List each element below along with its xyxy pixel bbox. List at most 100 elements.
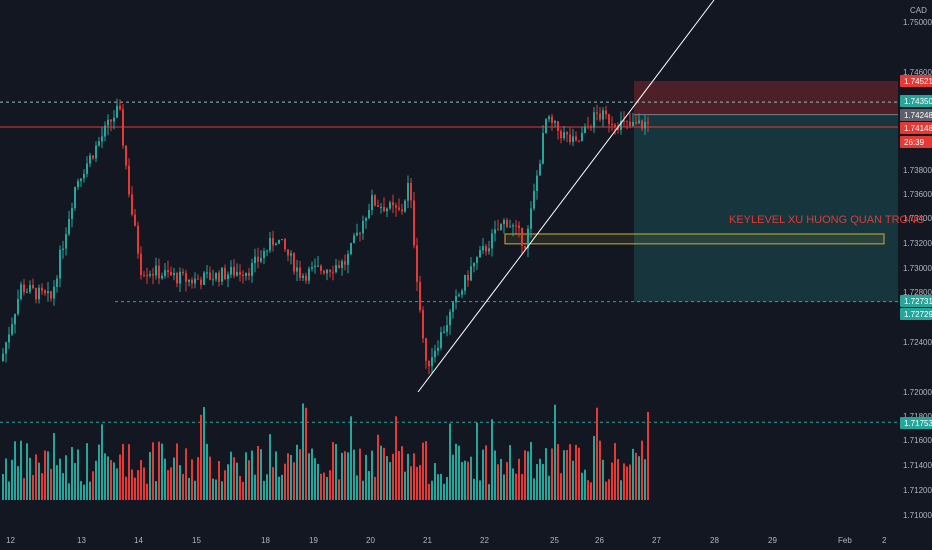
candle-body <box>323 270 325 274</box>
volume-bar <box>227 464 229 500</box>
candle-body <box>446 325 448 332</box>
candle-body <box>404 200 406 212</box>
volume-bar <box>173 457 175 500</box>
candle-body <box>227 274 229 280</box>
candle-body <box>305 275 307 281</box>
volume-bar <box>608 479 610 500</box>
volume-bar <box>362 480 364 500</box>
key-level-box <box>504 233 885 245</box>
volume-bar <box>344 451 346 500</box>
candle-body <box>395 205 397 208</box>
candle-body <box>596 112 598 114</box>
volume-bar <box>536 464 538 500</box>
candle-body <box>137 225 139 254</box>
volume-bar <box>239 475 241 500</box>
time-tick-label: 15 <box>192 536 201 545</box>
volume-bar <box>320 473 322 500</box>
volume-bar <box>83 484 85 500</box>
volume-bar <box>314 458 316 500</box>
volume-bar <box>596 407 598 500</box>
volume-bar <box>587 480 589 500</box>
candle-body <box>101 136 103 142</box>
candle-body <box>200 279 202 285</box>
candle-body <box>119 105 121 110</box>
volume-bar <box>290 455 292 500</box>
candle-body <box>239 271 241 275</box>
volume-bar <box>380 445 382 500</box>
candle-body <box>8 334 10 343</box>
volume-bar <box>404 471 406 500</box>
candle-body <box>212 279 214 281</box>
candle-body <box>590 126 592 128</box>
volume-bar <box>164 458 166 500</box>
volume-bar <box>98 444 100 500</box>
volume-bar <box>476 422 478 500</box>
candle-body <box>578 140 580 142</box>
volume-bar <box>299 449 301 500</box>
candle-body <box>2 353 4 361</box>
volume-bar <box>194 480 196 500</box>
candle-body <box>566 132 568 135</box>
volume-bar <box>482 449 484 500</box>
volume-bar <box>401 446 403 500</box>
candle-body <box>335 265 337 273</box>
volume-bar <box>353 449 355 500</box>
candle-body <box>182 271 184 274</box>
volume-bar <box>503 474 505 500</box>
candle-body <box>530 208 532 229</box>
candle-body <box>581 132 583 141</box>
volume-bar <box>149 452 151 500</box>
volume-bar <box>92 471 94 500</box>
candle-body <box>308 268 310 281</box>
volume-bar <box>242 481 244 500</box>
volume-bar <box>236 462 238 500</box>
candle-body <box>491 233 493 249</box>
candle-body <box>551 116 553 123</box>
volume-bar <box>491 419 493 500</box>
candle-body <box>548 116 550 120</box>
volume-bar <box>44 450 46 500</box>
price-badge <box>900 109 932 121</box>
candle-body <box>173 273 175 276</box>
volume-bar <box>494 450 496 500</box>
candle-body <box>599 113 601 120</box>
volume-bars <box>2 403 649 500</box>
time-tick-label: 12 <box>6 536 15 545</box>
candle-body <box>62 248 64 250</box>
volume-bar <box>593 435 595 500</box>
candle-body <box>392 202 394 206</box>
volume-bar <box>245 452 247 500</box>
candle-body <box>23 284 25 293</box>
volume-bar <box>161 443 163 500</box>
price-axis: 1.71000 1.71200 1.71400 1.71600 1.71800 1.720… <box>903 18 932 520</box>
candle-body <box>278 239 280 244</box>
volume-bar <box>125 476 127 500</box>
candle-body <box>623 120 625 122</box>
time-tick-label: 2 <box>882 536 887 545</box>
candle-body <box>341 261 343 268</box>
candle-body <box>632 121 634 126</box>
candle-body <box>92 155 94 159</box>
volume-bar <box>626 466 628 500</box>
candle-body <box>359 232 361 234</box>
volume-bar <box>35 454 37 500</box>
volume-bar <box>410 466 412 500</box>
volume-bar <box>119 454 121 500</box>
volume-bar <box>179 465 181 500</box>
candle-body <box>260 257 262 262</box>
volume-bar <box>356 475 358 500</box>
candle-body <box>188 279 190 282</box>
volume-bar <box>38 462 40 500</box>
price-tick-label: 1.73000 <box>903 264 932 273</box>
candle-body <box>326 269 328 274</box>
candle-body <box>98 141 100 146</box>
volume-bar <box>509 445 511 500</box>
volume-bar <box>446 477 448 500</box>
volume-bar <box>188 477 190 500</box>
volume-bar <box>170 467 172 500</box>
volume-bar <box>554 404 556 500</box>
candle-body <box>167 270 169 273</box>
volume-bar <box>95 460 97 500</box>
candle-body <box>236 271 238 276</box>
